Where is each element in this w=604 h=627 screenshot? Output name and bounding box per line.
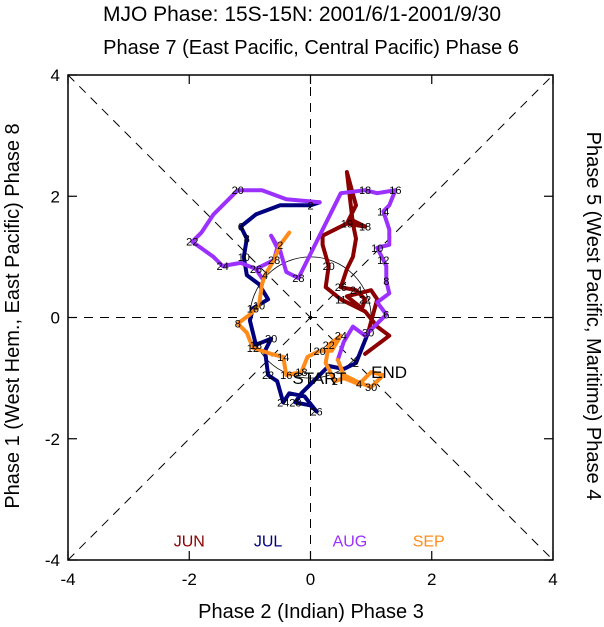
month-legend: JUN JUL AUG SEP bbox=[174, 534, 445, 551]
anti-diagonal-guide bbox=[67, 74, 554, 561]
chart-title: MJO Phase: 15S-15N: 2001/6/1-2001/9/30 bbox=[103, 3, 501, 26]
day-label: 10 bbox=[371, 243, 383, 255]
day-label: 12 bbox=[377, 255, 389, 267]
series-line-jul bbox=[238, 200, 371, 414]
day-label: 24 bbox=[350, 285, 362, 297]
day-label: 2 bbox=[307, 200, 313, 212]
series-line-jun bbox=[320, 170, 392, 356]
day-label: 26 bbox=[335, 282, 347, 294]
day-label: 24 bbox=[335, 331, 347, 343]
day-label: 28 bbox=[292, 273, 304, 285]
x-tick-label: 2 bbox=[427, 570, 436, 589]
phase-guides bbox=[67, 74, 554, 561]
day-label: 20 bbox=[265, 334, 277, 346]
legend-entry-aug: AUG bbox=[333, 534, 368, 551]
day-label: 19 bbox=[341, 219, 353, 231]
legend-entry-jun: JUN bbox=[174, 534, 205, 551]
day-label: 10 bbox=[253, 300, 265, 312]
day-label: 12 bbox=[247, 343, 259, 355]
day-label: 22 bbox=[359, 294, 371, 306]
day-label: 20 bbox=[232, 185, 244, 197]
axes-frame bbox=[67, 74, 554, 561]
x-axis-label: Phase 2 (Indian) Phase 3 bbox=[198, 601, 424, 623]
day-label: 20 bbox=[313, 346, 325, 358]
legend-entry-sep: SEP bbox=[413, 534, 445, 551]
day-label: 22 bbox=[323, 340, 335, 352]
day-label: 22 bbox=[262, 370, 274, 382]
day-label: 4 bbox=[356, 379, 362, 391]
day-label: 24 bbox=[277, 397, 289, 409]
y-tick-label: 0 bbox=[51, 309, 60, 328]
x-tick-label: -2 bbox=[182, 570, 197, 589]
day-label: 26 bbox=[310, 406, 322, 418]
end-label: END bbox=[371, 363, 407, 382]
series-line-aug bbox=[190, 188, 398, 362]
y-tick-label: 2 bbox=[51, 187, 60, 206]
left-phase-label: Phase 1 (West Hem., East Pacific) Phase … bbox=[2, 123, 24, 508]
day-label: 30 bbox=[365, 382, 377, 394]
y-tick-label: -4 bbox=[45, 551, 60, 570]
day-label: 28 bbox=[289, 397, 301, 409]
day-label: 16 bbox=[247, 303, 259, 315]
day-label: 4 bbox=[262, 270, 268, 282]
day-label: 8 bbox=[235, 319, 241, 331]
x-tick-label: 0 bbox=[306, 570, 315, 589]
day-label: 2 bbox=[353, 358, 359, 370]
day-label: 30 bbox=[362, 328, 374, 340]
day-label: 18 bbox=[359, 185, 371, 197]
day-label: 14 bbox=[377, 206, 389, 218]
day-label: 8 bbox=[244, 234, 250, 246]
day-label: 2 bbox=[277, 240, 283, 252]
day-label: 16 bbox=[389, 185, 401, 197]
day-label: 6 bbox=[383, 309, 389, 321]
right-phase-label: Phase 5 (West Pacific, Maritime) Phase 4 bbox=[582, 132, 604, 501]
day-label: 26 bbox=[250, 264, 262, 276]
day-label: 18 bbox=[359, 222, 371, 234]
day-label: 20 bbox=[323, 261, 335, 273]
series-layer bbox=[190, 170, 398, 414]
day-label: 6 bbox=[238, 222, 244, 234]
legend-entry-jul: JUL bbox=[254, 534, 283, 551]
day-label: 2 bbox=[332, 376, 338, 388]
day-label: 10 bbox=[238, 252, 250, 264]
day-label: 16 bbox=[280, 370, 292, 382]
day-label: 14 bbox=[277, 352, 289, 364]
y-tick-label: -2 bbox=[45, 430, 60, 449]
x-tick-label: -4 bbox=[60, 570, 75, 589]
day-label: 28 bbox=[268, 255, 280, 267]
series-line-sep bbox=[235, 230, 386, 390]
top-phase-label: Phase 7 (East Pacific, Central Pacific) … bbox=[103, 37, 519, 59]
day-label: 22 bbox=[186, 237, 198, 249]
start-label: START bbox=[292, 369, 346, 388]
y-tick-label: 4 bbox=[51, 66, 60, 85]
day-label: 11 bbox=[335, 294, 346, 306]
day-label: 18 bbox=[250, 340, 262, 352]
day-label: 8 bbox=[383, 276, 389, 288]
day-label: 18 bbox=[295, 367, 307, 379]
x-tick-label: 4 bbox=[548, 570, 557, 589]
day-label: 24 bbox=[216, 261, 228, 273]
